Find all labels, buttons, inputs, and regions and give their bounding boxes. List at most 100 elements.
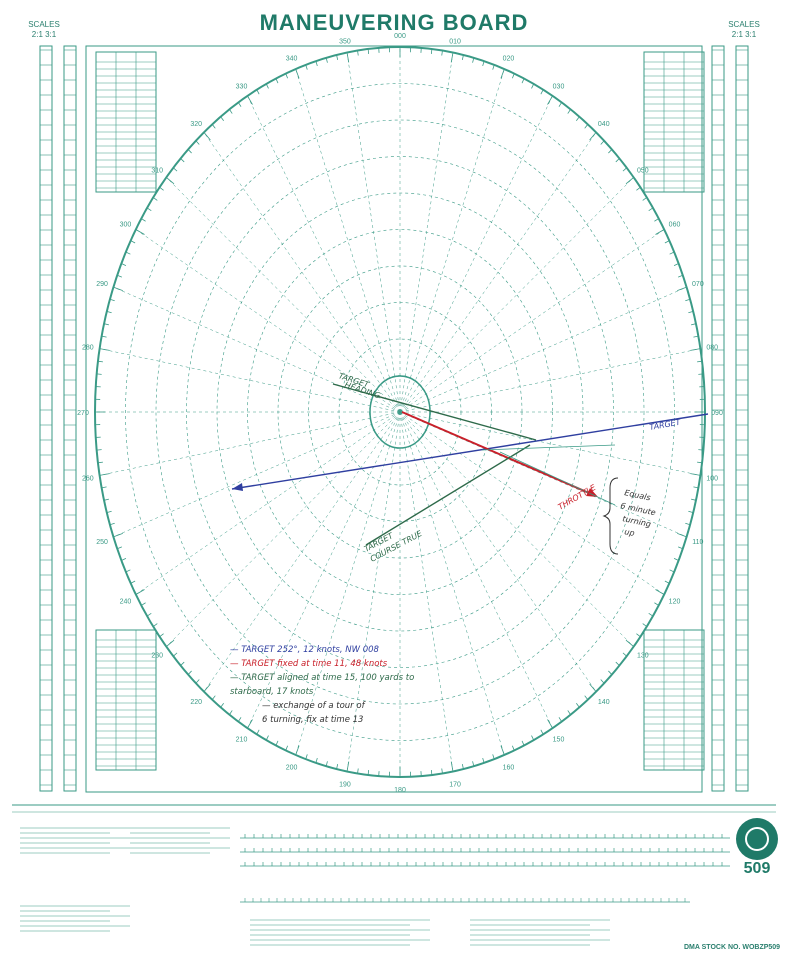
degree-tick bbox=[266, 84, 268, 88]
bearing-label: 330 bbox=[236, 84, 248, 91]
construction-line bbox=[482, 445, 615, 450]
degree-tick bbox=[147, 613, 151, 616]
legend-line: starboard, 17 knots bbox=[230, 687, 314, 697]
bearing-label: 290 bbox=[96, 281, 108, 288]
degree-tick bbox=[229, 710, 232, 714]
degree-tick bbox=[655, 230, 664, 235]
bearing-line bbox=[400, 53, 453, 412]
degree-tick bbox=[100, 474, 110, 476]
scale-left-ratio: 2:1 3:1 bbox=[24, 30, 64, 40]
degree-tick bbox=[153, 624, 157, 627]
bearing-label: 350 bbox=[339, 39, 351, 46]
degree-tick bbox=[286, 746, 288, 751]
throttle-label: THROTTLE bbox=[557, 482, 599, 511]
degree-tick bbox=[257, 90, 259, 94]
blue-vector bbox=[232, 414, 708, 489]
degree-tick bbox=[576, 703, 579, 707]
degree-tick bbox=[160, 187, 164, 190]
degree-tick bbox=[431, 49, 432, 54]
degree-tick bbox=[451, 53, 453, 63]
degree-tick bbox=[649, 208, 653, 211]
degree-tick bbox=[674, 558, 679, 560]
degree-tick bbox=[97, 450, 102, 451]
legend-line: — TARGET aligned at time 15, 100 yards t… bbox=[230, 673, 414, 683]
degree-tick bbox=[698, 450, 703, 451]
degree-tick bbox=[522, 79, 524, 84]
bearing-line bbox=[400, 412, 634, 647]
degree-tick bbox=[248, 719, 253, 728]
degree-tick bbox=[548, 719, 553, 728]
degree-tick bbox=[136, 230, 145, 235]
degree-tick bbox=[512, 746, 514, 751]
scale-label-right: SCALES 2:1 3:1 bbox=[724, 20, 764, 40]
bearing-label: 050 bbox=[637, 168, 649, 175]
scale-left-text: SCALES bbox=[24, 20, 64, 30]
bearing-label: 230 bbox=[151, 652, 163, 659]
bearing-line bbox=[400, 412, 504, 755]
degree-tick bbox=[238, 102, 241, 106]
brace-note-1: Equals bbox=[624, 488, 652, 502]
degree-tick bbox=[153, 197, 157, 200]
bearing-line bbox=[400, 96, 553, 412]
bearing-label: 280 bbox=[82, 345, 94, 352]
degree-tick bbox=[512, 74, 514, 79]
bearing-label: 340 bbox=[286, 56, 298, 63]
degree-tick bbox=[121, 558, 126, 560]
scale-bar bbox=[736, 46, 748, 791]
degree-tick bbox=[626, 177, 634, 183]
bearing-label: 120 bbox=[669, 599, 681, 606]
degree-tick bbox=[654, 219, 658, 222]
degree-tick bbox=[212, 124, 215, 128]
bearing-label: 110 bbox=[692, 539, 703, 546]
degree-tick bbox=[623, 653, 627, 656]
table-top-right bbox=[644, 52, 704, 192]
board-title: MANEUVERING BOARD bbox=[0, 10, 788, 36]
degree-tick bbox=[532, 736, 534, 740]
degree-tick bbox=[698, 374, 703, 375]
degree-tick bbox=[188, 149, 191, 153]
degree-tick bbox=[221, 703, 224, 707]
degree-tick bbox=[522, 741, 524, 746]
bearing-label: 140 bbox=[598, 699, 610, 706]
degree-tick bbox=[126, 570, 130, 572]
degree-tick bbox=[559, 102, 562, 106]
degree-tick bbox=[238, 717, 241, 721]
bearing-label: 200 bbox=[286, 764, 298, 771]
degree-tick bbox=[136, 590, 145, 595]
bearing-line bbox=[166, 177, 400, 412]
degree-tick bbox=[166, 640, 174, 646]
table-top-left bbox=[96, 52, 156, 192]
bearing-label: 320 bbox=[190, 121, 202, 128]
degree-tick bbox=[541, 730, 543, 734]
degree-tick bbox=[691, 474, 701, 476]
degree-tick bbox=[347, 762, 349, 772]
degree-tick bbox=[590, 684, 596, 692]
degree-tick bbox=[601, 680, 604, 684]
degree-tick bbox=[113, 533, 122, 536]
degree-tick bbox=[229, 109, 232, 113]
scale-right-ratio: 2:1 3:1 bbox=[724, 30, 764, 40]
degree-tick bbox=[548, 96, 553, 105]
degree-tick bbox=[568, 710, 571, 714]
table-bottom-right bbox=[644, 630, 704, 770]
logo-ring-icon bbox=[745, 827, 769, 851]
bearing-label: 100 bbox=[706, 475, 718, 482]
scale-bar bbox=[40, 46, 52, 791]
bearing-label: 270 bbox=[77, 410, 89, 417]
degree-tick bbox=[266, 736, 268, 740]
degree-tick bbox=[665, 241, 669, 243]
bearing-label: 010 bbox=[449, 39, 461, 46]
degree-tick bbox=[131, 241, 135, 243]
bearing-label: 150 bbox=[553, 736, 565, 743]
degree-tick bbox=[97, 374, 102, 375]
degree-tick bbox=[616, 158, 620, 161]
degree-tick bbox=[160, 634, 164, 637]
bearing-label: 030 bbox=[553, 84, 565, 91]
degree-tick bbox=[585, 124, 588, 128]
bearing-label: 040 bbox=[598, 121, 610, 128]
degree-tick bbox=[670, 570, 674, 572]
degree-tick bbox=[147, 208, 151, 211]
degree-tick bbox=[665, 581, 669, 583]
board-number: 509 bbox=[734, 860, 780, 878]
